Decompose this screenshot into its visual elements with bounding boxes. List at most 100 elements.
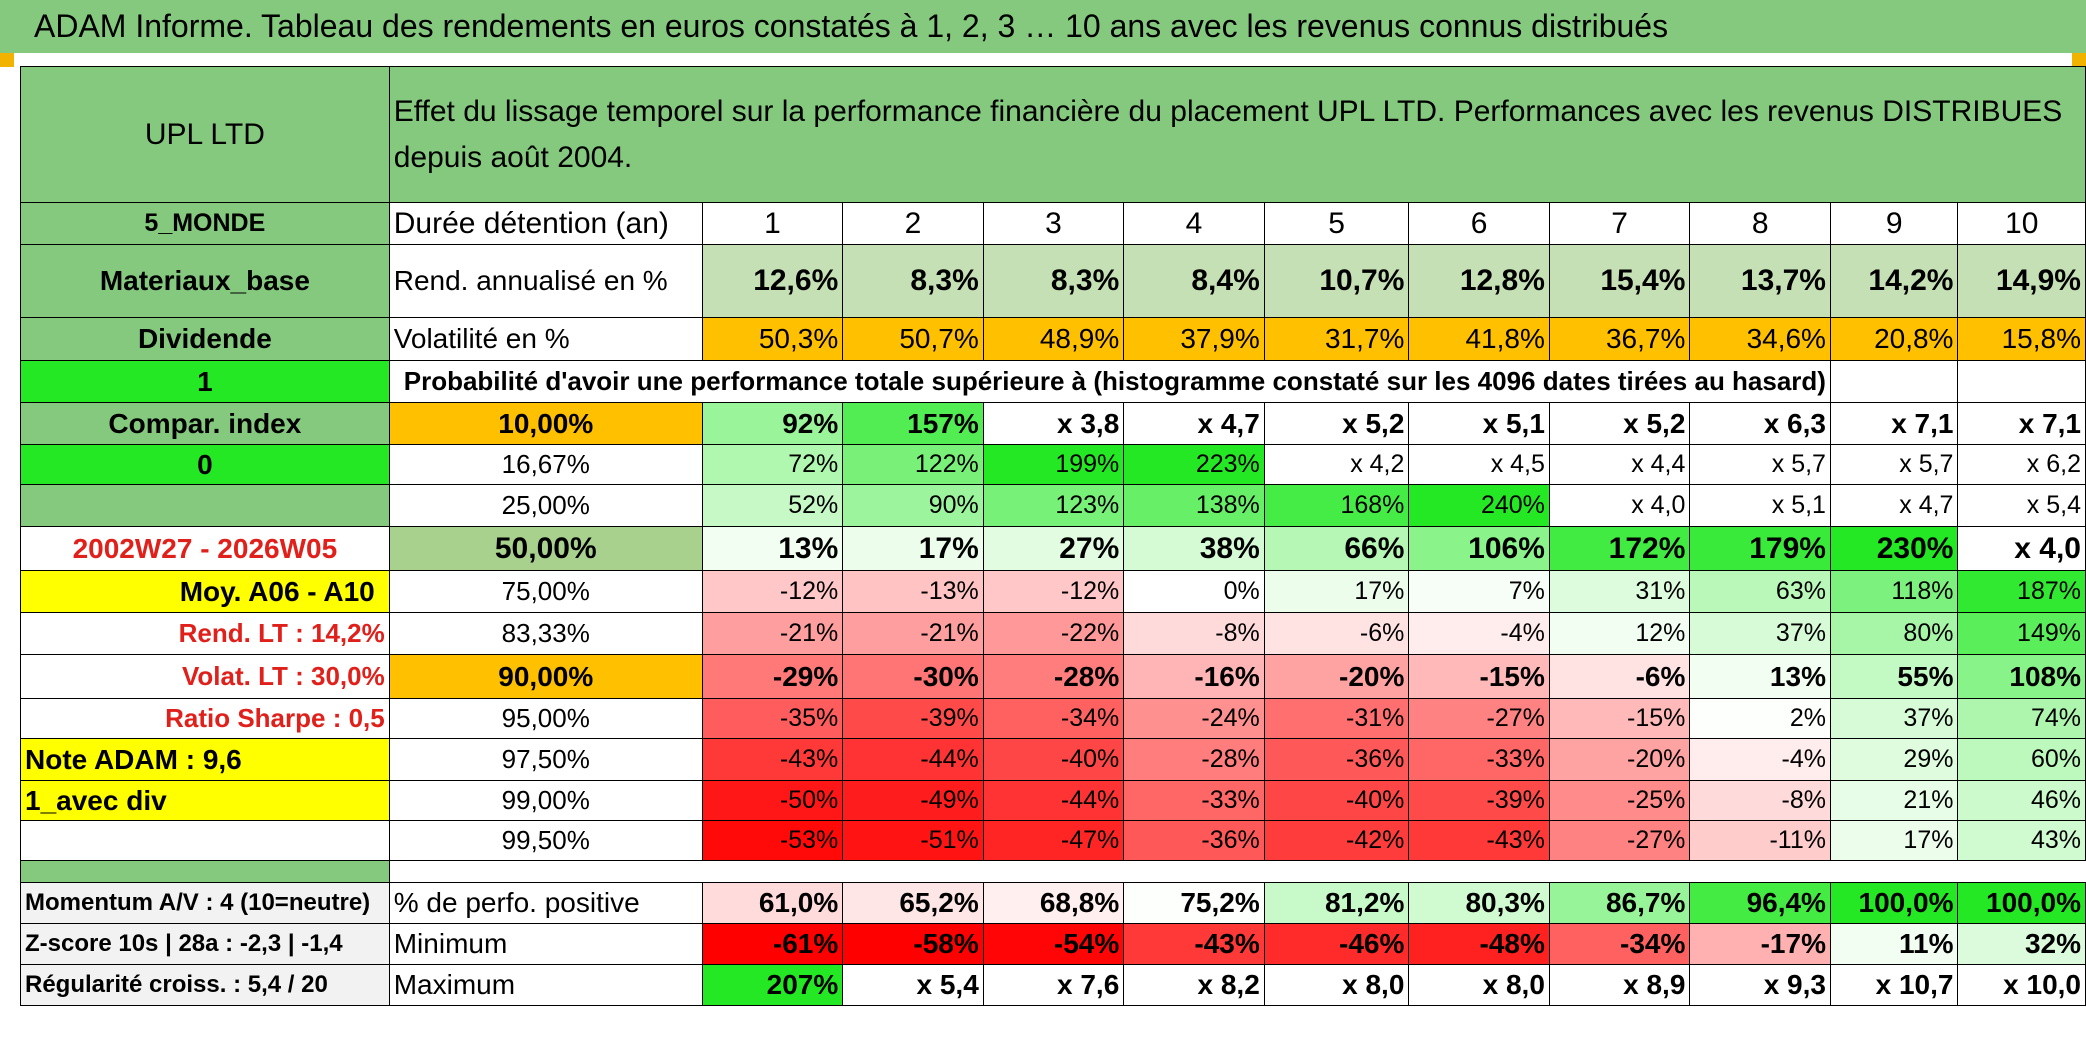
quantile-cell: 123% bbox=[982, 484, 1125, 527]
rend-cell: 14,2% bbox=[1829, 244, 1959, 318]
corner-marker bbox=[0, 53, 14, 67]
quantile-cell: -36% bbox=[1263, 738, 1410, 781]
year-header: 7 bbox=[1548, 202, 1691, 245]
quantile-cell: -11% bbox=[1689, 820, 1831, 861]
mode-selector-2[interactable]: 0 bbox=[20, 444, 390, 485]
maximum-indicator: Régularité croiss. : 5,4 / 20 bbox=[20, 964, 390, 1006]
positive-cell: 100,0% bbox=[1957, 882, 2086, 924]
empty-cell bbox=[20, 820, 390, 861]
quantile-cell: x 4,7 bbox=[1123, 402, 1265, 445]
minimum-label: Minimum bbox=[388, 923, 703, 965]
year-header: 4 bbox=[1123, 202, 1265, 245]
positive-cell: 68,8% bbox=[982, 882, 1125, 924]
quantile-cell: 60% bbox=[1957, 738, 2086, 781]
quantile-cell: -28% bbox=[1123, 738, 1265, 781]
quantile-cell: -39% bbox=[1408, 780, 1550, 821]
quantile-cell: x 5,4 bbox=[1957, 484, 2086, 527]
positive-cell: 65,2% bbox=[842, 882, 984, 924]
quantile-label: 97,50% bbox=[388, 738, 703, 781]
quantile-cell: 80% bbox=[1829, 612, 1959, 655]
quantile-cell: x 3,8 bbox=[982, 402, 1125, 445]
volat-cell: 48,9% bbox=[982, 317, 1125, 361]
quantile-cell: -36% bbox=[1123, 820, 1265, 861]
quantile-cell: 138% bbox=[1123, 484, 1265, 527]
quantile-cell: x 4,4 bbox=[1548, 444, 1691, 485]
volat-cell: 31,7% bbox=[1263, 317, 1410, 361]
quantile-cell: x 5,2 bbox=[1548, 402, 1691, 445]
quantile-cell: -40% bbox=[982, 738, 1125, 781]
quantile-cell: -13% bbox=[842, 570, 984, 613]
year-header: 10 bbox=[1957, 202, 2086, 245]
spacer-cell bbox=[389, 861, 2085, 883]
maximum-label: Maximum bbox=[388, 964, 703, 1006]
volat-cell: 36,7% bbox=[1548, 317, 1691, 361]
quantile-cell: x 5,7 bbox=[1829, 444, 1959, 485]
quantile-cell: -43% bbox=[1408, 820, 1550, 861]
income-label: Dividende bbox=[20, 317, 390, 361]
year-header: 6 bbox=[1408, 202, 1550, 245]
empty-cell bbox=[20, 484, 390, 527]
quantile-label: 50,00% bbox=[388, 526, 703, 571]
empty-cell bbox=[1829, 360, 1959, 403]
quantile-cell: 118% bbox=[1829, 570, 1959, 613]
quantile-cell: 122% bbox=[842, 444, 984, 485]
year-header: 2 bbox=[842, 202, 984, 245]
maximum-cell: x 8,0 bbox=[1263, 964, 1410, 1006]
quantile-cell: 230% bbox=[1829, 526, 1959, 571]
volat-label: Volatilité en % bbox=[388, 317, 703, 361]
probability-caption: Probabilité d'avoir une performance tota… bbox=[388, 360, 1831, 403]
positive-cell: 100,0% bbox=[1829, 882, 1959, 924]
year-header: 1 bbox=[701, 202, 844, 245]
positive-cell: 86,7% bbox=[1548, 882, 1691, 924]
quantile-cell: -16% bbox=[1123, 654, 1265, 699]
quantile-cell: x 4,0 bbox=[1957, 526, 2086, 571]
quantile-cell: -50% bbox=[701, 780, 844, 821]
volat-lt: Volat. LT : 30,0% bbox=[20, 654, 390, 699]
quantile-cell: -43% bbox=[701, 738, 844, 781]
quantile-cell: 90% bbox=[842, 484, 984, 527]
rend-cell: 12,6% bbox=[701, 244, 844, 318]
maximum-cell: 207% bbox=[701, 964, 844, 1006]
empty-cell bbox=[1957, 360, 2086, 403]
maximum-cell: x 7,6 bbox=[982, 964, 1125, 1006]
rend-cell: 12,8% bbox=[1408, 244, 1550, 318]
minimum-indicator: Z-score 10s | 28a : -2,3 | -1,4 bbox=[20, 923, 390, 965]
quantile-cell: -35% bbox=[701, 698, 844, 739]
volat-cell: 15,8% bbox=[1957, 317, 2086, 361]
quantile-cell: 17% bbox=[1829, 820, 1959, 861]
quantile-cell: -6% bbox=[1548, 654, 1691, 699]
minimum-cell: 11% bbox=[1829, 923, 1959, 965]
maximum-cell: x 8,9 bbox=[1548, 964, 1691, 1006]
rend-cell: 14,9% bbox=[1957, 244, 2086, 318]
rend-cell: 8,3% bbox=[982, 244, 1125, 318]
quantile-cell: -22% bbox=[982, 612, 1125, 655]
positive-cell: 81,2% bbox=[1263, 882, 1410, 924]
quantile-cell: -12% bbox=[701, 570, 844, 613]
quantile-cell: 17% bbox=[1263, 570, 1410, 613]
quantile-cell: x 5,1 bbox=[1408, 402, 1550, 445]
quantile-label: 16,67% bbox=[388, 444, 703, 485]
quantile-cell: x 4,2 bbox=[1263, 444, 1410, 485]
returns-table: UPL LTD Effet du lissage temporel sur la… bbox=[20, 66, 2086, 1006]
quantile-cell: -4% bbox=[1689, 738, 1831, 781]
maximum-cell: x 10,0 bbox=[1957, 964, 2086, 1006]
mode-selector-1[interactable]: 1 bbox=[20, 360, 390, 403]
quantile-cell: -27% bbox=[1548, 820, 1691, 861]
quantile-cell: 31% bbox=[1548, 570, 1691, 613]
quantile-cell: 74% bbox=[1957, 698, 2086, 739]
quantile-cell: 63% bbox=[1689, 570, 1831, 613]
quantile-cell: -33% bbox=[1123, 780, 1265, 821]
quantile-label: 90,00% bbox=[388, 654, 703, 699]
quantile-cell: -15% bbox=[1548, 698, 1691, 739]
volat-cell: 20,8% bbox=[1829, 317, 1959, 361]
quantile-cell: 17% bbox=[842, 526, 984, 571]
quantile-cell: 179% bbox=[1689, 526, 1831, 571]
sector-label: Materiaux_base bbox=[20, 244, 390, 318]
maximum-cell: x 5,4 bbox=[842, 964, 984, 1006]
quantile-cell: -47% bbox=[982, 820, 1125, 861]
rend-cell: 15,4% bbox=[1548, 244, 1691, 318]
quantile-cell: -21% bbox=[842, 612, 984, 655]
sharpe-ratio: Ratio Sharpe : 0,5 bbox=[20, 698, 390, 739]
quantile-cell: x 4,0 bbox=[1548, 484, 1691, 527]
quantile-cell: 55% bbox=[1829, 654, 1959, 699]
